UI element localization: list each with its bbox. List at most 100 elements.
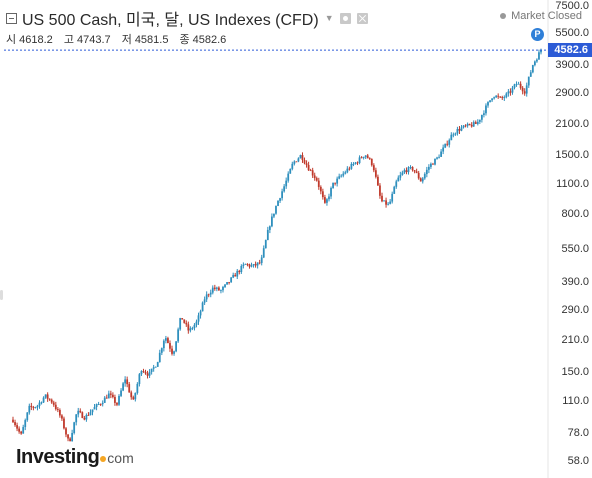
candle-body [201, 302, 204, 312]
candle-body [38, 402, 41, 406]
candle-body [483, 113, 485, 115]
candle-body [397, 177, 400, 182]
candle-body [48, 398, 51, 400]
candle-body [360, 157, 363, 159]
candle-body [346, 168, 349, 173]
candle-body [427, 166, 430, 170]
candle-body [132, 397, 135, 400]
candle-body [79, 410, 82, 413]
y-tick-label: 150.0 [561, 365, 589, 378]
candle-body [87, 414, 90, 416]
candle-body [160, 348, 163, 353]
close-label: 종 [179, 34, 190, 46]
candle-body [538, 52, 540, 60]
price-axis[interactable]: 7500.0 5500.0 3900.0 2900.0 2100.0 1500.0 1100… [548, 0, 592, 478]
candle-body [105, 397, 108, 399]
candle-body [12, 419, 14, 423]
candle-body [224, 284, 226, 287]
candle-body [75, 414, 78, 423]
candle-body [462, 125, 465, 128]
candle-body [232, 274, 235, 278]
high-value: 4743.7 [76, 34, 111, 46]
candle-body [126, 379, 129, 385]
candle-body [173, 351, 175, 354]
scroll-handle[interactable] [0, 290, 3, 300]
candle-body [478, 119, 481, 122]
candle-body [256, 262, 259, 266]
candle-body [152, 367, 155, 369]
candle-body [277, 200, 279, 206]
candle-body [366, 155, 369, 159]
candle-body [258, 262, 261, 264]
gear-icon[interactable] [339, 12, 351, 24]
candle-body [26, 412, 29, 421]
candle-body [352, 163, 355, 165]
candle-body [336, 178, 339, 184]
candle-body [65, 428, 67, 435]
candle-body [450, 134, 453, 141]
candle-body [533, 61, 536, 66]
candle-body [330, 188, 332, 197]
candle-body [338, 176, 341, 179]
candle-body [150, 368, 153, 373]
candle-body [513, 84, 516, 88]
low-label: 저 [121, 34, 132, 46]
chevron-down-icon[interactable]: ▼ [324, 13, 334, 23]
candle-body [262, 248, 265, 258]
candle-body [205, 294, 208, 300]
candle-body [491, 98, 493, 101]
candle-body [230, 277, 233, 283]
candle-body [305, 163, 308, 165]
candle-body [307, 164, 310, 171]
candle-body [434, 158, 436, 165]
candle-body [93, 406, 96, 410]
candle-body [332, 182, 334, 189]
candle-body [485, 105, 487, 114]
candle-body [156, 362, 159, 367]
candle-body [283, 186, 286, 192]
candle-body [209, 292, 212, 295]
instrument-title[interactable]: US 500 Cash, 미국, 달, US Indexes (CFD) [22, 12, 319, 29]
candle-body [403, 170, 406, 173]
minus-box-icon[interactable] [6, 12, 17, 24]
candle-body [193, 324, 196, 329]
candle-body [423, 174, 426, 179]
candle-body [73, 422, 76, 433]
candle-body [136, 383, 139, 393]
candle-body [34, 407, 37, 409]
candle-body [56, 409, 59, 410]
y-tick-label: 78.0 [567, 427, 589, 440]
candle-body [413, 170, 416, 172]
candle-body [419, 178, 422, 182]
candle-body [432, 163, 434, 165]
candle-body [138, 374, 141, 384]
candle-body [36, 405, 39, 408]
candle-body [468, 123, 471, 125]
candle-body [505, 93, 508, 98]
candle-body [185, 322, 188, 325]
candle-body [250, 265, 253, 267]
candle-body [83, 417, 86, 420]
candle-body [466, 123, 469, 126]
candle-body [372, 165, 375, 171]
candle-body [158, 352, 161, 363]
candle-body [540, 50, 542, 53]
candle-body [213, 287, 216, 289]
candle-body [234, 274, 237, 277]
candle-body [50, 399, 53, 403]
candle-body [199, 311, 202, 316]
candle-body [30, 405, 33, 408]
price-badge[interactable]: P [531, 28, 544, 41]
candle-body [91, 409, 94, 413]
close-icon[interactable] [356, 12, 368, 24]
y-tick-label: 3900.0 [555, 59, 589, 72]
candle-body [458, 129, 461, 131]
candle-body [107, 393, 110, 399]
candle-body [167, 338, 169, 344]
candle-body [501, 97, 504, 99]
candle-body [177, 329, 180, 342]
candle-body [411, 167, 414, 171]
candle-body [264, 240, 267, 249]
candle-body [44, 394, 47, 398]
